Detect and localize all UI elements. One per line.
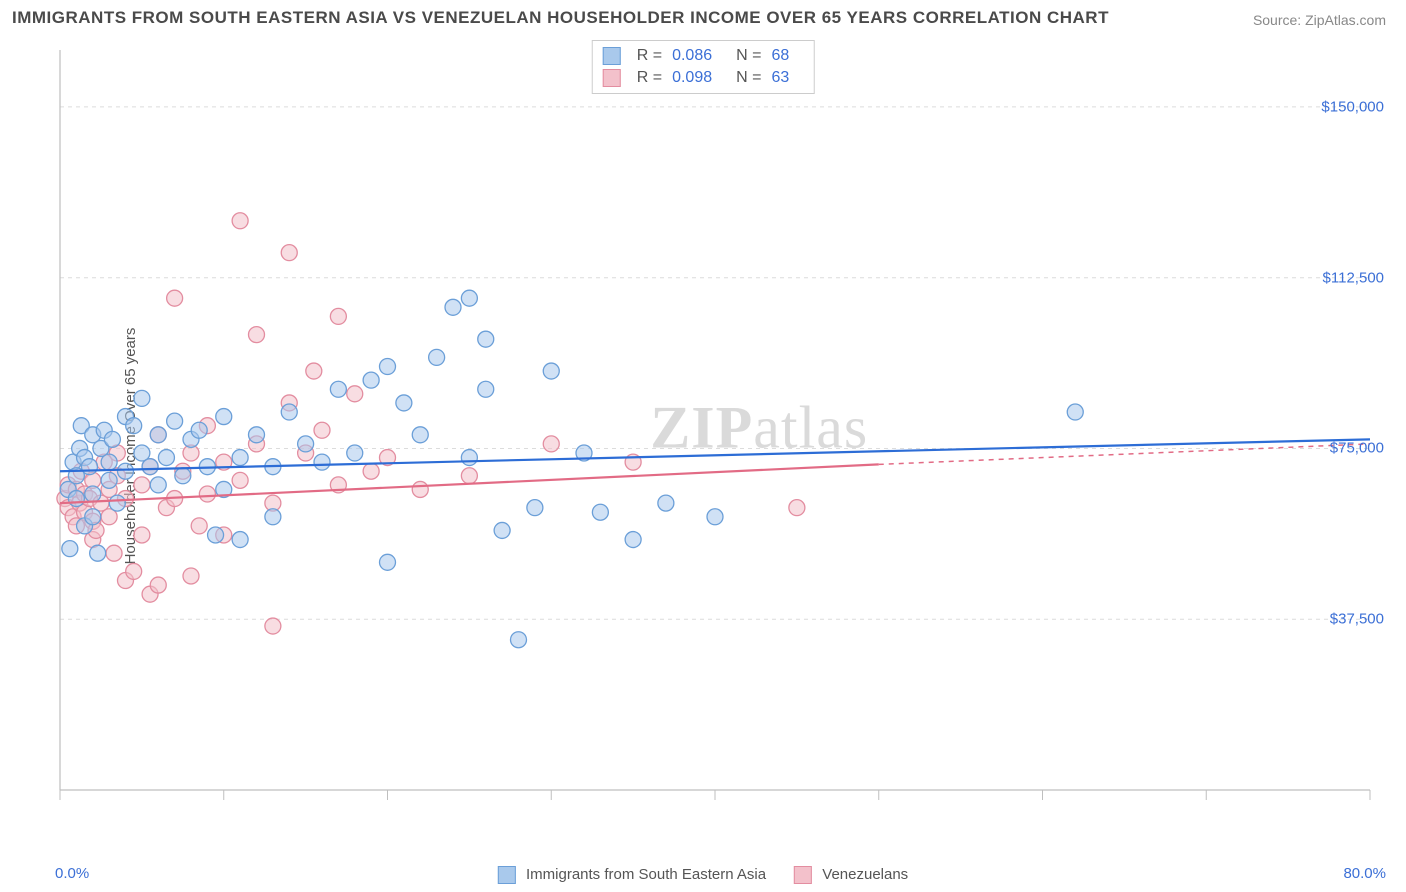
legend-row-series2: R = 0.098 N = 63: [603, 67, 804, 89]
scatter-chart-svg: [50, 40, 1390, 830]
x-axis-max-label: 80.0%: [1343, 865, 1386, 882]
y-tick-label: $37,500: [1330, 611, 1384, 628]
y-tick-label: $150,000: [1321, 98, 1384, 115]
legend-label-series1: Immigrants from South Eastern Asia: [526, 866, 766, 883]
chart-plot-area: [50, 40, 1390, 830]
r-value-series1: 0.086: [672, 47, 712, 65]
legend-swatch-pink: [603, 69, 621, 87]
legend-item-series2: Venezuelans: [794, 866, 908, 884]
legend-swatch-blue: [498, 866, 516, 884]
r-label: R =: [637, 47, 662, 65]
r-label: R =: [637, 69, 662, 87]
n-label: N =: [736, 47, 761, 65]
legend-row-series1: R = 0.086 N = 68: [603, 45, 804, 67]
legend-swatch-blue: [603, 47, 621, 65]
chart-title: IMMIGRANTS FROM SOUTH EASTERN ASIA VS VE…: [12, 8, 1109, 28]
series-legend: Immigrants from South Eastern Asia Venez…: [498, 866, 908, 884]
correlation-legend-box: R = 0.086 N = 68 R = 0.098 N = 63: [592, 40, 815, 94]
legend-label-series2: Venezuelans: [822, 866, 908, 883]
n-label: N =: [736, 69, 761, 87]
legend-item-series1: Immigrants from South Eastern Asia: [498, 866, 766, 884]
legend-swatch-pink: [794, 866, 812, 884]
r-value-series2: 0.098: [672, 69, 712, 87]
x-axis-min-label: 0.0%: [55, 865, 89, 882]
y-tick-label: $75,000: [1330, 440, 1384, 457]
source-label: Source: ZipAtlas.com: [1253, 12, 1386, 28]
n-value-series2: 63: [771, 69, 789, 87]
n-value-series1: 68: [771, 47, 789, 65]
y-tick-label: $112,500: [1323, 269, 1384, 286]
